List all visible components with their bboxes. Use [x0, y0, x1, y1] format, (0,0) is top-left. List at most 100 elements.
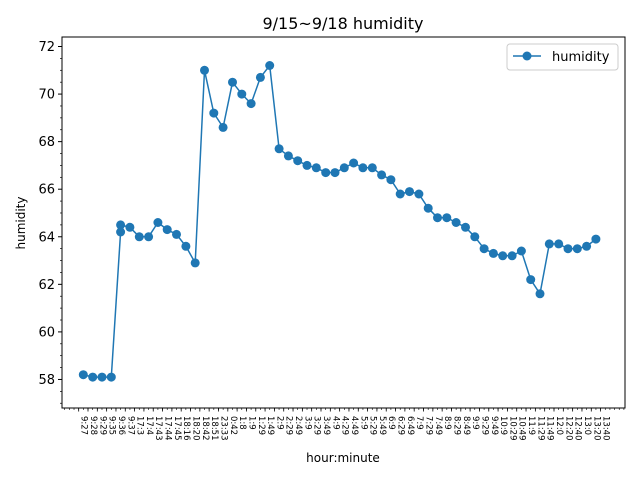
x-tick-label: 9:37 — [125, 416, 135, 435]
y-tick-label: 72 — [38, 40, 55, 55]
data-point — [349, 158, 359, 168]
x-tick-label: 13:20 — [591, 416, 601, 441]
x-tick-label: 9:29 — [479, 416, 489, 435]
data-point — [582, 241, 592, 251]
data-point — [181, 241, 191, 251]
data-point — [88, 372, 98, 382]
x-tick-label: 10:9 — [498, 416, 508, 435]
x-tick-label: 6:29 — [396, 416, 406, 435]
x-tick-label: 9:27 — [79, 416, 89, 435]
x-tick-label: 17:4 — [144, 416, 154, 435]
data-point — [218, 122, 228, 132]
x-axis: 9:27 9:28 9:29 9:35 9:36 9:37 17:3 17:4 17:43 17:… — [64, 408, 625, 441]
x-tick-label: 9:28 — [88, 416, 98, 435]
data-point — [377, 170, 387, 180]
data-point — [442, 213, 452, 223]
legend-box — [506, 43, 619, 71]
x-tick-label: 8:49 — [461, 416, 471, 435]
data-point — [116, 227, 126, 237]
data-point — [526, 275, 536, 285]
y-tick-label: 68 — [38, 135, 55, 150]
x-tick-label: 3:9 — [302, 416, 312, 430]
x-tick-label: 4:29 — [340, 416, 350, 435]
x-tick-label: 1:49 — [265, 416, 275, 435]
data-point — [255, 72, 265, 82]
data-point — [106, 372, 116, 382]
data-point — [414, 189, 424, 199]
x-tick-label: 5:29 — [368, 416, 378, 435]
data-point — [228, 77, 237, 87]
data-point — [209, 108, 219, 118]
data-point — [237, 89, 247, 99]
x-tick-label: 18:16 — [181, 416, 191, 441]
data-point — [367, 163, 377, 173]
data-point — [153, 218, 163, 227]
data-point — [507, 251, 517, 261]
x-tick-label: 1:29 — [256, 416, 266, 435]
x-tick-label: 7:49 — [433, 416, 443, 435]
x-tick-label: 5:49 — [377, 416, 387, 435]
x-tick-label: 18:51 — [209, 416, 219, 441]
legend: humidity — [506, 43, 619, 71]
data-point — [321, 168, 331, 178]
data-point — [311, 163, 321, 173]
chart-title: 9/15~9/18 humidity — [262, 14, 423, 33]
y-axis: 58 60 62 64 66 68 70 72 — [38, 40, 62, 404]
data-point — [554, 239, 564, 249]
data-point — [358, 163, 368, 173]
x-tick-label: 9:35 — [107, 416, 117, 435]
data-point — [516, 246, 526, 256]
data-point — [162, 225, 172, 235]
x-tick-label: 12:20 — [563, 416, 573, 441]
data-point — [190, 258, 200, 268]
x-tick-label: 13:40 — [601, 416, 611, 441]
x-tick-label: 2:49 — [293, 416, 303, 435]
y-tick-label: 58 — [38, 373, 55, 388]
x-axis-label: hour:minute — [306, 451, 380, 465]
x-tick-label: 6:9 — [386, 416, 396, 430]
x-tick-label: 4:49 — [349, 416, 359, 435]
data-point — [302, 160, 312, 170]
x-tick-label: 3:29 — [312, 416, 322, 435]
x-tick-label: 11:29 — [535, 416, 545, 441]
x-tick-label: 2:9 — [274, 416, 284, 430]
x-tick-label: 8:9 — [442, 416, 452, 430]
data-point — [246, 99, 256, 109]
x-tick-label: 11:49 — [545, 416, 555, 441]
data-point — [488, 248, 498, 258]
x-tick-label: 5:9 — [358, 416, 368, 430]
x-tick-label: 1:9 — [246, 416, 256, 430]
data-point — [433, 213, 442, 223]
data-point — [572, 244, 582, 254]
x-tick-label: 17:3 — [135, 416, 145, 435]
x-tick-label: 7:29 — [424, 416, 434, 435]
y-tick-label: 70 — [38, 88, 55, 103]
x-tick-label: 9:49 — [489, 416, 499, 435]
y-tick-label: 64 — [38, 230, 55, 245]
data-point — [172, 229, 181, 239]
x-tick-label: 9:29 — [97, 416, 107, 435]
x-tick-label: 17:43 — [153, 416, 163, 441]
x-tick-label: 17:44 — [163, 416, 173, 441]
y-tick-label: 60 — [38, 325, 55, 340]
data-point — [116, 220, 126, 230]
data-point — [395, 189, 405, 199]
x-tick-label: 3:49 — [321, 416, 331, 435]
x-tick-label: 11:9 — [526, 416, 536, 435]
x-tick-label: 2:29 — [284, 416, 294, 435]
x-tick-label: 10:29 — [507, 416, 517, 441]
x-tick-label: 1:8 — [237, 416, 247, 430]
data-point — [200, 65, 209, 75]
data-point — [125, 222, 135, 232]
data-point — [78, 370, 88, 380]
x-tick-label: 12:0 — [554, 416, 564, 435]
data-point — [470, 232, 480, 242]
data-point — [283, 151, 293, 161]
legend-label-humidity: humidity — [552, 50, 610, 65]
x-tick-label: 23:33 — [218, 416, 228, 441]
data-point — [498, 251, 508, 261]
data-point — [274, 144, 284, 154]
y-axis-label: humidity — [14, 197, 28, 250]
